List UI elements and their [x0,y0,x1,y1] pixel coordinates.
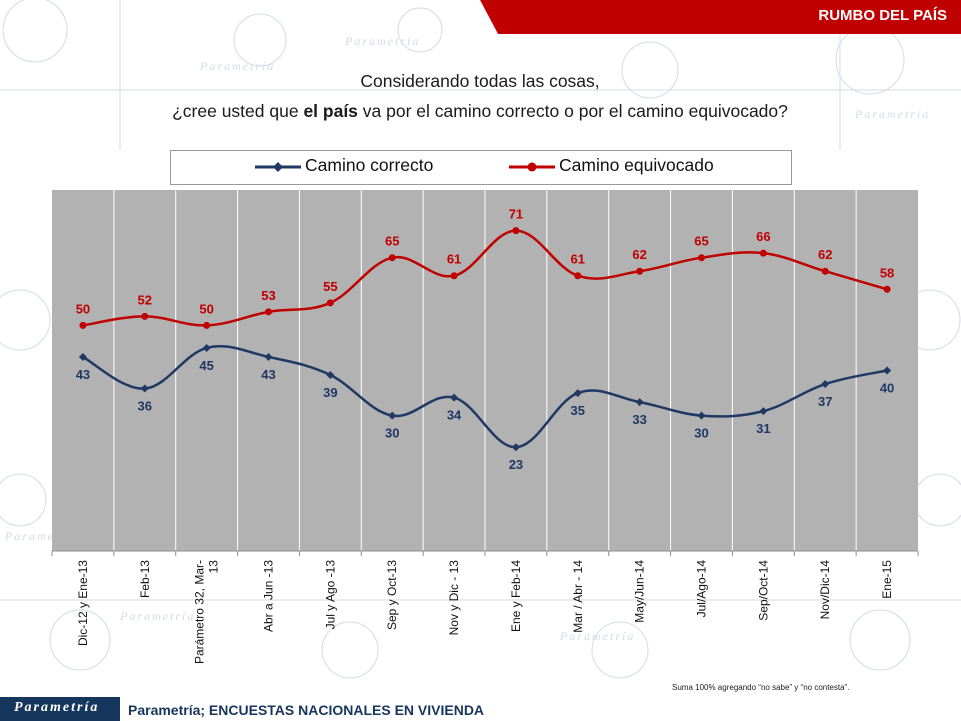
data-label-equivocado: 52 [138,292,152,307]
series-line-equivocado [82,229,888,327]
data-label-correcto: 35 [571,403,585,418]
x-tick-label: Jul/Ago-14 [695,560,709,618]
data-label-correcto: 23 [509,457,523,472]
data-label-correcto: 33 [632,412,646,427]
x-tick-label: Sep y Oct-13 [385,560,399,630]
x-tick-label: Ene-15 [880,560,894,599]
data-point-equivocado [883,285,891,293]
data-point-equivocado [759,249,767,257]
question-text: ¿cree usted que [172,101,304,121]
legend-label: Camino equivocado [559,155,714,175]
x-tick-label: Nov y Dic - 13 [447,560,461,636]
data-label-equivocado: 50 [76,301,90,316]
data-label-correcto: 40 [880,381,894,396]
data-label-equivocado: 53 [261,288,275,303]
data-label-correcto: 30 [694,426,708,441]
source-note: Parametría; ENCUESTAS NACIONALES EN VIVI… [128,702,485,718]
watermark-text: Parametría [119,609,195,623]
watermark-text: Parametría [199,59,275,73]
x-tick-label: Mar / Abr - 14 [571,560,585,633]
x-tick-label: 13 [207,560,221,574]
x-tick-label: Sep/Oct-14 [756,560,770,621]
legend-line-correcto-icon [255,162,301,172]
data-point-correcto [511,443,520,452]
data-point-equivocado [79,321,87,329]
data-point-equivocado [698,254,705,262]
data-label-correcto: 34 [447,408,462,423]
data-point-correcto [326,371,335,380]
watermark-text: Parametría [854,107,930,121]
data-point-correcto [697,411,706,420]
data-label-equivocado: 62 [632,247,646,262]
x-tick-label: May/Jun-14 [633,560,647,623]
question-text: va por el camino correcto o por el camin… [357,101,788,121]
data-point-correcto [264,352,273,361]
data-point-correcto [821,380,830,389]
data-label-equivocado: 50 [199,301,213,316]
data-point-correcto [573,389,582,398]
data-point-equivocado [265,308,272,316]
data-point-correcto [635,398,644,407]
question-line-2: ¿cree usted que el país va por el camino… [60,96,900,126]
data-label-correcto: 43 [76,367,90,382]
survey-question: Considerando todas las cosas, ¿cree uste… [60,66,900,126]
brand-logo: Parametría [0,697,120,721]
data-label-equivocado: 61 [447,252,461,267]
data-label-correcto: 43 [261,367,275,382]
data-label-equivocado: 55 [323,279,337,294]
data-point-correcto [140,384,149,393]
data-label-equivocado: 71 [509,207,523,222]
data-label-correcto: 39 [323,385,337,400]
legend-line-equivocado-icon [509,162,555,172]
chart-legend: Camino correcto Camino equivocado [170,150,792,185]
data-label-equivocado: 66 [756,229,770,244]
watermark-text: Parametría [344,34,420,48]
data-point-correcto [883,366,892,375]
question-line-1: Considerando todas las cosas, [360,71,600,91]
data-label-correcto: 45 [199,358,213,373]
data-point-correcto [202,343,211,352]
brand-logo-text: Parametría [14,700,100,715]
watermark-text: Parametría [559,629,635,643]
legend-label: Camino correcto [305,155,434,175]
data-point-correcto [450,393,459,402]
data-label-correcto: 30 [385,426,399,441]
x-tick-label: Nov/Dic-14 [818,560,832,620]
data-point-correcto [388,411,397,420]
x-tick-label: Parámetro 32, Mar- [193,560,207,664]
data-point-equivocado [574,272,582,280]
x-tick-label: Abr a Jun -13 [262,560,276,632]
data-point-correcto [759,407,768,416]
x-tick-label: Dic-12 y Ene-13 [76,560,90,646]
data-label-correcto: 37 [818,394,832,409]
data-point-equivocado [821,267,829,275]
data-label-equivocado: 65 [385,234,399,249]
data-label-equivocado: 58 [880,265,894,280]
x-tick-label: Jul y Ago -13 [323,560,337,630]
data-point-equivocado [203,321,211,329]
footnote: Suma 100% agregando “no sabe” y “no cont… [672,683,850,692]
x-tick-label: Ene y Feb-14 [509,560,523,632]
header-bar [480,0,961,34]
data-point-equivocado [636,267,644,275]
data-point-correcto [78,352,87,361]
data-point-equivocado [326,299,334,307]
data-label-equivocado: 65 [694,234,708,249]
data-point-equivocado [450,272,458,280]
data-point-equivocado [512,227,520,235]
section-title: RUMBO DEL PAÍS [818,7,947,24]
data-label-equivocado: 61 [571,252,585,267]
data-label-equivocado: 62 [818,247,832,262]
question-emphasis: el país [303,101,358,121]
data-point-equivocado [388,254,396,262]
data-point-equivocado [141,312,149,320]
x-tick-label: Feb-13 [138,560,152,598]
data-label-correcto: 31 [756,421,770,436]
data-label-correcto: 36 [138,399,152,414]
